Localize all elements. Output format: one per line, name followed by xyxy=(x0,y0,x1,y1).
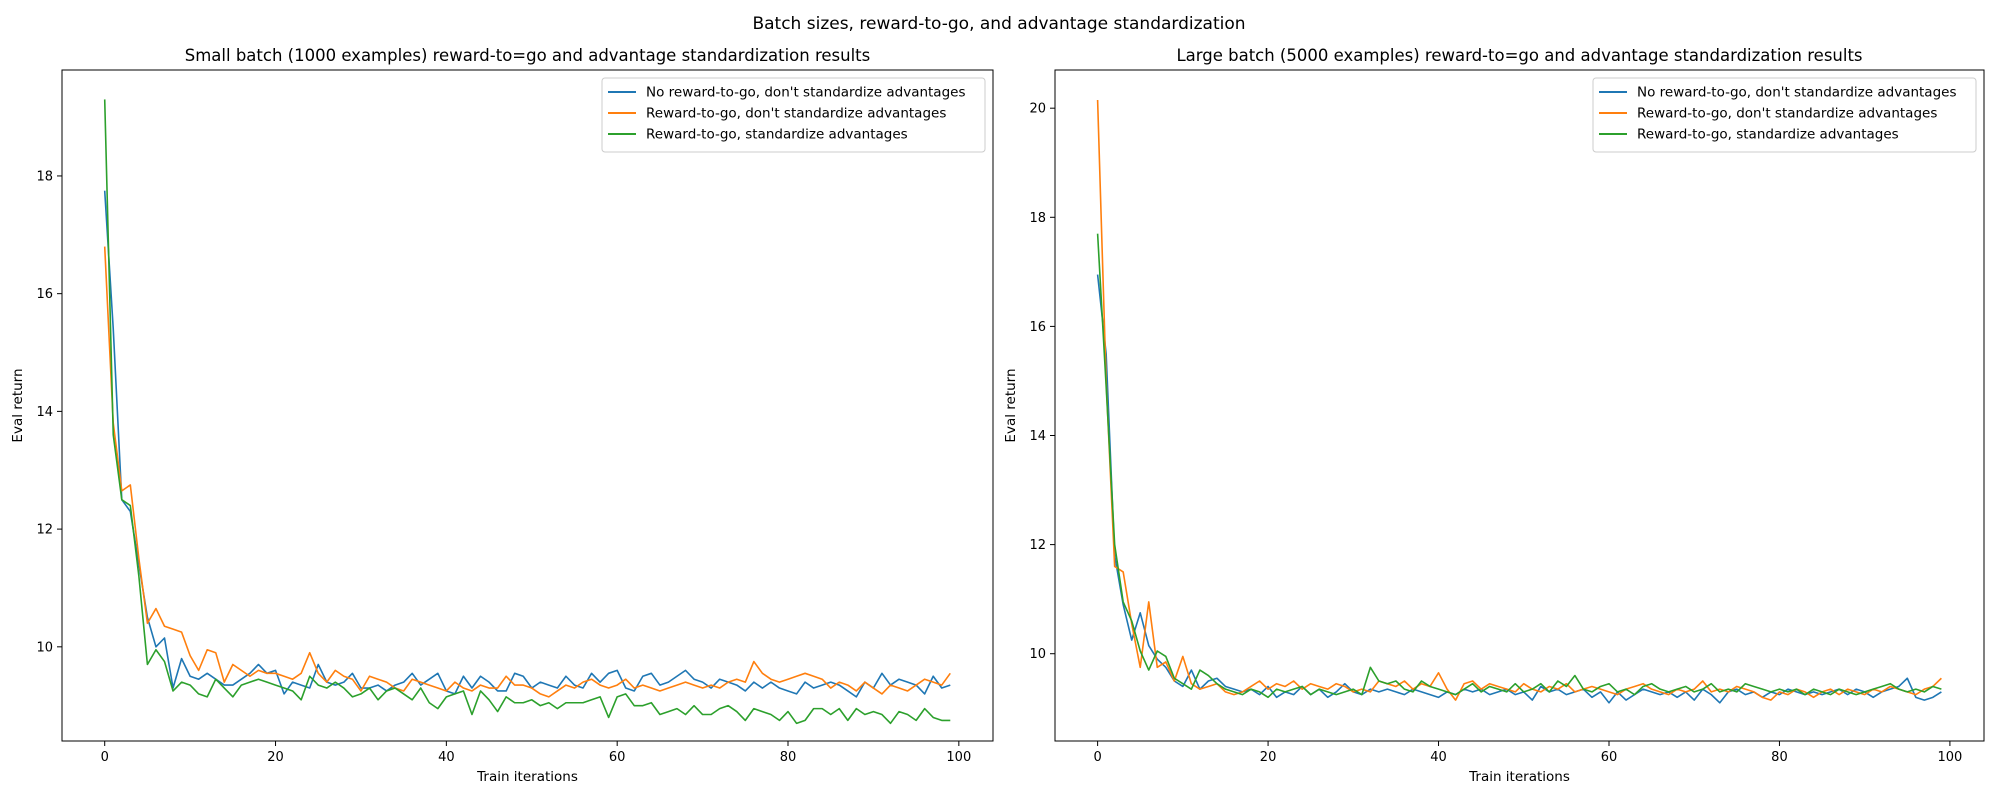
chart-0-title: Small batch (1000 examples) reward-to=go… xyxy=(185,46,871,65)
chart-0-ylabel: Eval return xyxy=(10,368,26,442)
figure-suptitle: Batch sizes, reward-to-go, and advantage… xyxy=(752,14,1245,34)
chart-0-legend-label-2: Reward-to-go, standardize advantages xyxy=(646,127,908,143)
chart-1-series-line-1 xyxy=(1096,99,1942,701)
chart-0-legend: No reward-to-go, don't standardize advan… xyxy=(601,77,986,153)
chart-1-xlabel: Train iterations xyxy=(1468,769,1570,785)
chart-0-ytick-label: 16 xyxy=(36,287,53,302)
chart-0-ytick-label: 12 xyxy=(36,523,53,538)
chart-1-series-line-2 xyxy=(1096,233,1942,699)
chart-0-ytick-label: 18 xyxy=(36,169,53,184)
chart-0-ytick-label: 14 xyxy=(36,405,53,420)
chart-0-xlabel: Train iterations xyxy=(476,769,578,785)
chart-1-ylabel: Eval return xyxy=(1003,368,1019,442)
chart-1-ytick-label: 18 xyxy=(1029,211,1046,226)
chart-0-legend-box xyxy=(601,77,986,153)
chart-1-ytick-label: 14 xyxy=(1029,429,1046,444)
chart-0-plot-area xyxy=(103,99,951,725)
chart-0-xtick-label: 20 xyxy=(267,750,284,765)
chart-small-batch: Small batch (1000 examples) reward-to=go… xyxy=(10,46,994,785)
chart-1-xtick-label: 100 xyxy=(1937,750,1962,765)
chart-1-xtick-label: 80 xyxy=(1771,750,1788,765)
chart-1-legend-box xyxy=(1592,77,1977,153)
chart-0-xtick-label: 60 xyxy=(609,750,626,765)
chart-large-batch: Large batch (5000 examples) reward-to=go… xyxy=(1003,46,1985,785)
chart-0-legend-label-1: Reward-to-go, don't standardize advantag… xyxy=(646,106,946,122)
chart-1-title: Large batch (5000 examples) reward-to=go… xyxy=(1176,46,1862,65)
chart-1-plot-area xyxy=(1096,99,1942,704)
chart-0-series-line-0 xyxy=(103,190,951,698)
chart-1-series-line-0 xyxy=(1096,274,1942,704)
chart-1-ytick-label: 12 xyxy=(1029,538,1046,553)
chart-1-ytick-label: 20 xyxy=(1029,102,1046,117)
chart-1-ytick-label: 16 xyxy=(1029,320,1046,335)
chart-0-series-line-2 xyxy=(103,99,951,725)
chart-0-xtick-label: 80 xyxy=(780,750,797,765)
chart-1-ytick-label: 10 xyxy=(1029,647,1046,662)
chart-1-xtick-label: 0 xyxy=(1093,750,1101,765)
chart-0-axes-frame xyxy=(61,69,994,742)
chart-1-xtick-label: 40 xyxy=(1430,750,1447,765)
chart-1-xtick-label: 20 xyxy=(1260,750,1277,765)
chart-1-legend: No reward-to-go, don't standardize advan… xyxy=(1592,77,1977,153)
chart-1-axes-frame xyxy=(1054,69,1985,742)
chart-0-series-line-1 xyxy=(103,246,951,698)
chart-0-xtick-label: 40 xyxy=(438,750,455,765)
chart-1-legend-label-1: Reward-to-go, don't standardize advantag… xyxy=(1637,106,1937,122)
chart-0-xtick-label: 0 xyxy=(101,750,109,765)
chart-1-xtick-label: 60 xyxy=(1601,750,1618,765)
chart-1-legend-label-2: Reward-to-go, standardize advantages xyxy=(1637,127,1899,143)
chart-1-legend-label-0: No reward-to-go, don't standardize advan… xyxy=(1637,85,1957,101)
chart-0-ytick-label: 10 xyxy=(36,640,53,655)
chart-0-legend-label-0: No reward-to-go, don't standardize advan… xyxy=(646,85,966,101)
chart-0-xtick-label: 100 xyxy=(946,750,971,765)
